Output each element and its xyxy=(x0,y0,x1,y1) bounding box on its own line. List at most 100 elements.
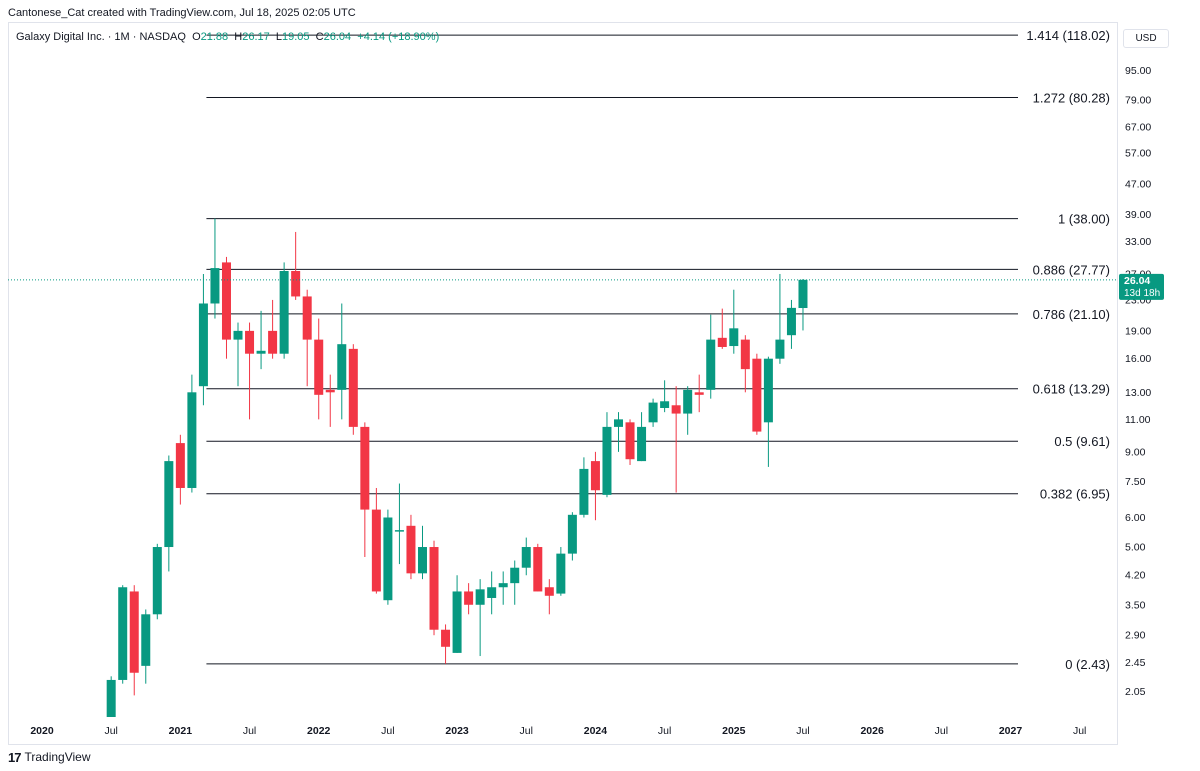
price-tick-label: 13.00 xyxy=(1125,387,1151,399)
candle xyxy=(152,543,162,620)
candle-body xyxy=(106,679,116,717)
candle xyxy=(106,676,116,717)
candle xyxy=(452,575,462,653)
candle-body xyxy=(487,587,497,598)
candle xyxy=(556,547,566,596)
candle-body xyxy=(417,547,427,574)
candle-body xyxy=(302,296,312,340)
fib-level-label: 0.382 (6.95) xyxy=(1040,487,1110,502)
close-value: 26.04 xyxy=(323,31,352,43)
candle-body xyxy=(533,547,543,592)
candle xyxy=(498,571,508,605)
candle xyxy=(648,398,658,427)
candle-body xyxy=(544,587,554,596)
candle xyxy=(268,299,278,359)
price-tick-label: 33.00 xyxy=(1125,236,1151,248)
candle-body xyxy=(510,567,520,584)
candle-body xyxy=(556,553,566,594)
candle xyxy=(325,374,335,427)
candle-body xyxy=(498,583,508,588)
last-price-badge xyxy=(1119,273,1164,300)
price-tick-label: 57.00 xyxy=(1125,147,1151,159)
time-tick-label: 2024 xyxy=(584,725,608,737)
candle xyxy=(706,314,716,399)
candle-body xyxy=(740,339,750,370)
candle xyxy=(417,525,427,580)
price-tick-label: 79.00 xyxy=(1125,95,1151,107)
candle xyxy=(221,256,231,359)
candle xyxy=(694,374,704,413)
candle xyxy=(475,579,485,657)
candle xyxy=(521,537,531,576)
candle xyxy=(210,218,220,319)
candle xyxy=(579,457,589,518)
candle-body xyxy=(406,525,416,574)
candle-body xyxy=(429,547,439,630)
low-label: L xyxy=(275,31,283,43)
candle-body xyxy=(625,422,635,460)
candle xyxy=(348,344,358,435)
fib-level-label: 1.414 (118.02) xyxy=(1026,28,1110,43)
candle xyxy=(671,386,681,493)
candle xyxy=(786,299,796,349)
candle xyxy=(441,624,451,664)
candle-body xyxy=(164,461,174,548)
candle-body xyxy=(590,461,600,491)
fib-level-label: 0 (2.43) xyxy=(1065,657,1110,672)
bar-countdown: 13d 18h xyxy=(1124,288,1160,299)
candle-body xyxy=(614,419,623,427)
price-tick-label: 5.00 xyxy=(1125,542,1146,554)
fib-level-label: 0.618 (13.29) xyxy=(1033,382,1110,397)
candles-layer xyxy=(106,218,808,717)
candle-body xyxy=(706,339,716,390)
fib-level-label: 0.886 (27.77) xyxy=(1033,262,1110,277)
candle xyxy=(314,318,324,420)
candle-body xyxy=(268,330,278,354)
brand-name: TradingView xyxy=(24,750,91,764)
candle xyxy=(198,273,208,406)
candle xyxy=(256,310,266,370)
time-tick-label: Jul xyxy=(935,725,948,737)
candle-body xyxy=(360,426,370,510)
candle xyxy=(233,322,243,387)
currency-button[interactable]: USD xyxy=(1123,29,1169,48)
candle-body xyxy=(198,303,208,387)
candle xyxy=(775,273,785,364)
candle-body xyxy=(337,344,347,390)
time-tick-label: Jul xyxy=(243,725,256,737)
candle xyxy=(487,571,497,615)
price-tick-label: 7.50 xyxy=(1125,476,1146,488)
candle-body xyxy=(245,330,255,354)
high-label: H xyxy=(234,31,243,43)
candle xyxy=(637,412,647,462)
candle xyxy=(279,262,289,359)
candle-body xyxy=(567,514,577,554)
candle-body xyxy=(291,270,301,297)
time-tick-label: 2021 xyxy=(169,725,193,737)
candle xyxy=(567,512,577,561)
fib-level-label: 0.5 (9.61) xyxy=(1054,434,1110,449)
fib-level-label: 1.272 (80.28) xyxy=(1033,91,1110,106)
open-label: O xyxy=(192,31,201,43)
candle xyxy=(187,374,197,493)
candle-body xyxy=(521,547,531,568)
candle xyxy=(118,585,128,684)
time-tick-label: 2022 xyxy=(307,725,331,737)
candle-body xyxy=(798,279,808,309)
time-tick-label: Jul xyxy=(658,725,671,737)
candle-body xyxy=(371,509,381,592)
time-tick-label: 2025 xyxy=(722,725,746,737)
ohlc-legend: Galaxy Digital Inc. · 1M · NASDAQ O21.88… xyxy=(16,31,439,43)
candle-body xyxy=(752,358,762,432)
tradingview-logo-icon: 17 xyxy=(8,749,22,765)
candle xyxy=(464,583,474,615)
candle-body xyxy=(383,517,393,601)
footer-brand[interactable]: 17 TradingView xyxy=(8,749,91,765)
candle xyxy=(383,509,393,605)
candle xyxy=(245,322,255,420)
candle xyxy=(798,279,808,331)
candle-body xyxy=(602,426,612,495)
candle xyxy=(337,303,347,420)
candle-body xyxy=(233,330,243,340)
